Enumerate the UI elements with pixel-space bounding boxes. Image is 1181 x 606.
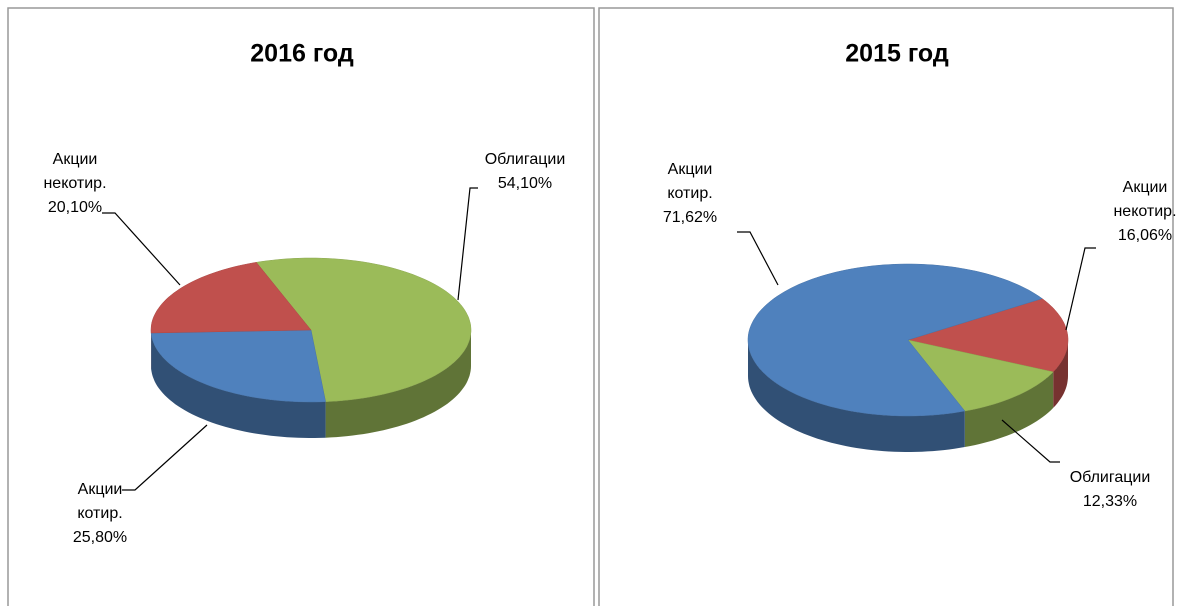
pie-side	[748, 340, 965, 452]
value-label: 25,80%	[73, 529, 127, 546]
chart-title: 2015 год	[845, 40, 949, 68]
value-label: 71,62%	[663, 209, 717, 226]
category-label: некотир.	[1113, 203, 1176, 220]
category-label: котир.	[77, 505, 122, 522]
leader-line	[1001, 419, 1060, 463]
leader-line	[1065, 247, 1096, 331]
category-label: Акции	[78, 481, 123, 498]
data-label: Облигации 12,33%	[1070, 469, 1151, 510]
category-label: Акции	[668, 161, 713, 178]
category-label: Акции	[1123, 179, 1168, 196]
chart-title: 2016 год	[250, 40, 354, 68]
value-label: 54,10%	[498, 175, 552, 192]
leader-line	[457, 187, 478, 301]
pie-slice	[150, 329, 326, 403]
data-label: Облигации 54,10%	[485, 151, 566, 192]
pie	[747, 263, 1069, 452]
pie-side	[1053, 340, 1068, 408]
data-label: Акции некотир. 20,10%	[43, 151, 106, 216]
pie-side	[151, 333, 326, 438]
data-label: Акции некотир. 16,06%	[1113, 179, 1176, 244]
pie-slice	[150, 262, 312, 334]
value-label: 20,10%	[48, 199, 102, 216]
panel-right	[598, 7, 1174, 606]
pie-slice	[747, 263, 1043, 417]
category-label: Облигации	[1070, 469, 1151, 486]
pie	[150, 257, 472, 438]
pie-side	[325, 330, 471, 438]
category-label: котир.	[667, 185, 712, 202]
category-label: Акции	[53, 151, 98, 168]
leader-line	[102, 212, 181, 286]
category-label: Облигации	[485, 151, 566, 168]
leader-line	[122, 424, 208, 491]
data-label: Акции котир. 25,80%	[73, 481, 127, 546]
leader-line	[737, 231, 779, 286]
pie-slice	[907, 339, 1054, 412]
pie-slice	[255, 257, 472, 402]
pie-slice	[907, 298, 1069, 373]
pie-side	[964, 371, 1054, 447]
panel-left	[7, 7, 595, 606]
data-label: Акции котир. 71,62%	[663, 161, 717, 226]
category-label: некотир.	[43, 175, 106, 192]
value-label: 16,06%	[1118, 227, 1172, 244]
value-label: 12,33%	[1083, 493, 1137, 510]
